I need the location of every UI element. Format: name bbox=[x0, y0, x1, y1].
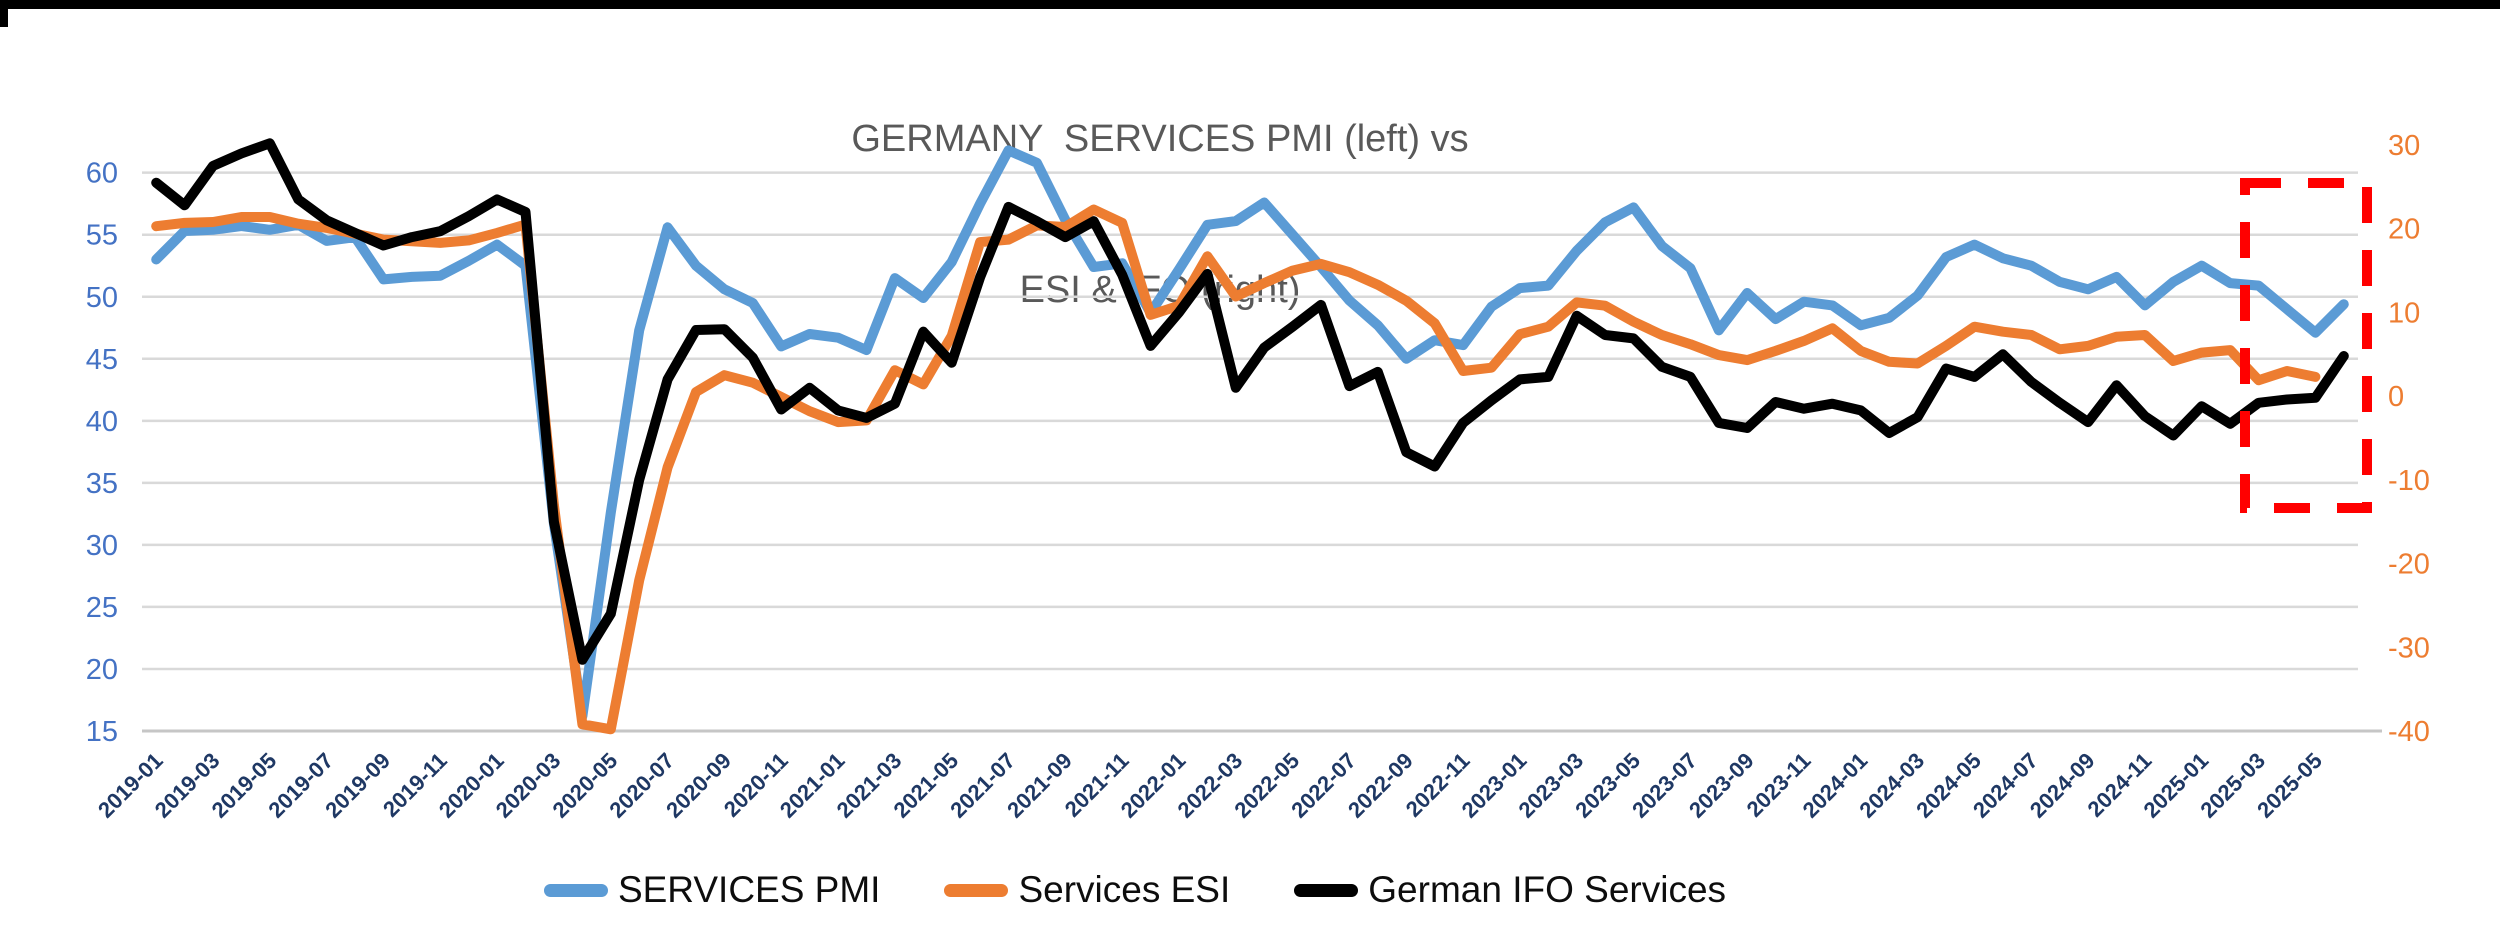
ifo-line-swatch bbox=[1294, 883, 1359, 897]
left-axis-tick-45: 45 bbox=[86, 344, 118, 376]
legend-label: SERVICES PMI bbox=[617, 869, 881, 910]
highlight-box-recent-data bbox=[2240, 178, 2372, 513]
pmi-line-swatch bbox=[543, 883, 608, 897]
left-axis-tick-30: 30 bbox=[86, 530, 118, 562]
chart-title-line1: GERMANY SERVICES PMI (left) vs bbox=[851, 118, 1469, 161]
left-border-fragment bbox=[0, 0, 8, 27]
right-axis-tick-30: 30 bbox=[2388, 130, 2420, 162]
legend-item-services-pmi: SERVICES PMI bbox=[543, 869, 881, 911]
left-axis-tick-50: 50 bbox=[86, 282, 118, 314]
left-axis-tick-20: 20 bbox=[86, 654, 118, 686]
series-line-german-ifo-services bbox=[151, 138, 2349, 665]
series-line-services-pmi bbox=[151, 145, 2349, 722]
series-line-services-esi bbox=[151, 204, 2321, 735]
left-axis-tick-40: 40 bbox=[86, 406, 118, 438]
right-axis-tick-10: 10 bbox=[2388, 297, 2420, 329]
right-axis-tick--40: -40 bbox=[2388, 716, 2430, 748]
left-axis-tick-25: 25 bbox=[86, 592, 118, 624]
right-axis-tick--10: -10 bbox=[2388, 465, 2430, 497]
left-axis-tick-15: 15 bbox=[86, 716, 118, 748]
left-axis-tick-60: 60 bbox=[86, 158, 118, 190]
right-axis-tick--20: -20 bbox=[2388, 549, 2430, 581]
top-border-line bbox=[0, 0, 2500, 9]
legend-label: Services ESI bbox=[1018, 869, 1231, 910]
right-axis-tick-0: 0 bbox=[2388, 381, 2404, 413]
right-axis-tick-20: 20 bbox=[2388, 214, 2420, 246]
legend-item-german-ifo-services: German IFO Services bbox=[1294, 869, 1726, 911]
right-axis-tick--30: -30 bbox=[2388, 632, 2430, 664]
left-axis-tick-55: 55 bbox=[86, 220, 118, 252]
esi-line-swatch bbox=[944, 883, 1009, 897]
legend: SERVICES PMI Services ESI German IFO Ser… bbox=[0, 869, 2270, 911]
left-axis-tick-35: 35 bbox=[86, 468, 118, 500]
legend-item-services-esi: Services ESI bbox=[944, 869, 1230, 911]
legend-label: German IFO Services bbox=[1368, 869, 1727, 910]
